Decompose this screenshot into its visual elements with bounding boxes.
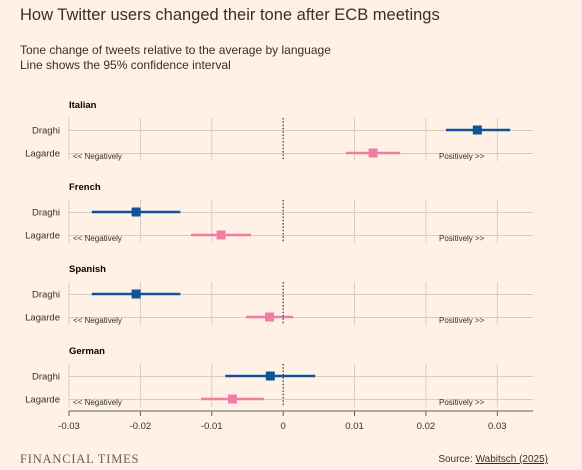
annotation-negatively: << Negatively — [73, 152, 122, 161]
estimate-marker-lagarde — [227, 394, 237, 404]
x-tick-label: 0.01 — [345, 421, 364, 432]
x-tick-label: 0 — [281, 421, 286, 432]
estimate-marker-draghi — [131, 207, 141, 217]
row-label-lagarde: Lagarde — [25, 149, 60, 160]
panel-title-italian: Italian — [69, 100, 97, 111]
ft-brand-logo: FINANCIAL TIMES — [20, 452, 140, 466]
source-link[interactable]: Wabitsch (2025) — [475, 454, 548, 465]
chart-subtitle-line-2: Line shows the 95% confidence interval — [20, 58, 231, 72]
x-tick-label: 0.02 — [417, 421, 436, 432]
row-label-lagarde: Lagarde — [25, 395, 60, 406]
estimate-marker-draghi — [472, 125, 482, 135]
annotation-negatively: << Negatively — [73, 316, 122, 325]
estimate-marker-lagarde — [368, 148, 378, 158]
annotation-negatively: << Negatively — [73, 398, 122, 407]
chart-title: How Twitter users changed their tone aft… — [20, 6, 440, 24]
row-label-draghi: Draghi — [32, 290, 60, 301]
estimate-marker-lagarde — [265, 312, 275, 322]
estimate-marker-draghi — [265, 371, 275, 381]
x-tick-label: -0.02 — [130, 421, 152, 432]
row-label-draghi: Draghi — [32, 126, 60, 137]
x-tick-label: 0.03 — [488, 421, 507, 432]
annotation-positively: Positively >> — [439, 234, 485, 243]
x-tick-label: -0.03 — [58, 421, 80, 432]
source-note: Source: Wabitsch (2025) — [438, 454, 548, 465]
panel-title-french: French — [69, 182, 101, 193]
chart-subtitle-line-1: Tone change of tweets relative to the av… — [20, 43, 331, 57]
annotation-negatively: << Negatively — [73, 234, 122, 243]
annotation-positively: Positively >> — [439, 316, 485, 325]
row-label-lagarde: Lagarde — [25, 313, 60, 324]
row-label-lagarde: Lagarde — [25, 231, 60, 242]
panel-title-german: German — [69, 346, 105, 357]
row-label-draghi: Draghi — [32, 372, 60, 383]
annotation-positively: Positively >> — [439, 398, 485, 407]
row-label-draghi: Draghi — [32, 208, 60, 219]
source-prefix: Source: — [438, 454, 476, 465]
annotation-positively: Positively >> — [439, 152, 485, 161]
x-tick-label: -0.01 — [201, 421, 223, 432]
estimate-marker-draghi — [131, 289, 141, 299]
panel-title-spanish: Spanish — [69, 264, 106, 275]
estimate-marker-lagarde — [216, 230, 226, 240]
